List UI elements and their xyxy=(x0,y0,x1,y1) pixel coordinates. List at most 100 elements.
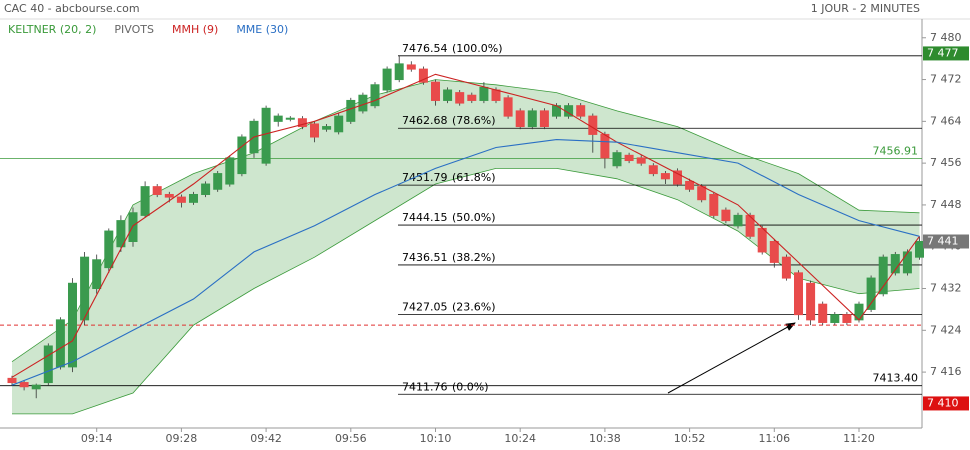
candle-body xyxy=(721,209,731,222)
candle-body xyxy=(394,63,404,81)
candle-body xyxy=(503,97,513,117)
candle-body xyxy=(31,384,41,390)
fib-pct: (23.6%) xyxy=(452,300,496,313)
candle-body xyxy=(370,84,380,107)
candle-body xyxy=(842,314,852,323)
candle-body xyxy=(600,133,610,159)
y-tick-label: 7 416 xyxy=(930,365,962,378)
candle-body xyxy=(68,282,77,368)
candle-body xyxy=(334,115,344,133)
y-tick-label: 7 432 xyxy=(930,282,962,295)
fib-pct: (100.0%) xyxy=(452,42,503,55)
x-tick-label: 09:56 xyxy=(335,432,367,445)
candle-body xyxy=(491,89,501,101)
candle-body xyxy=(588,115,598,135)
candle-body xyxy=(189,193,198,203)
candle-body xyxy=(539,110,549,128)
candle-body xyxy=(19,382,29,388)
y-tick-label: 7 424 xyxy=(930,323,962,336)
candle-body xyxy=(152,186,162,195)
fib-value: 7411.76 xyxy=(402,380,448,393)
candle-body xyxy=(237,136,247,175)
fib-pct: (50.0%) xyxy=(452,211,496,224)
candle-body xyxy=(213,173,223,190)
y-tick-label: 7 472 xyxy=(930,73,962,86)
fib-pct: (61.8%) xyxy=(452,171,496,184)
candle-body xyxy=(709,193,719,216)
candle-body xyxy=(915,241,924,258)
x-tick-label: 10:24 xyxy=(504,432,536,445)
fib-value: 7444.15 xyxy=(402,211,448,224)
fib-pct: (0.0%) xyxy=(452,380,489,393)
indicator-line xyxy=(11,139,920,386)
candle-body xyxy=(866,277,876,310)
candle-body xyxy=(273,115,283,122)
price-tag-label: 7 410 xyxy=(927,396,959,409)
arrow-annotation xyxy=(667,322,796,394)
candle-body xyxy=(818,303,828,323)
level-label: 7413.40 xyxy=(873,372,919,385)
candle-body xyxy=(7,377,17,384)
x-tick-label: 09:28 xyxy=(166,432,198,445)
x-tick-label: 11:20 xyxy=(843,432,875,445)
chart-subtitle: 1 JOUR - 2 MINUTES xyxy=(811,2,920,15)
candle-body xyxy=(80,256,90,321)
level-label: 7456.91 xyxy=(873,144,919,157)
fib-value: 7476.54 xyxy=(402,42,448,55)
candle-body xyxy=(55,319,65,368)
candle-body xyxy=(733,214,743,227)
candle-body xyxy=(346,99,356,122)
price-tag xyxy=(923,396,969,411)
candle-body xyxy=(515,110,525,128)
candle-body xyxy=(104,230,114,269)
candle-body xyxy=(467,94,477,101)
candle-body xyxy=(673,170,682,185)
candle-body xyxy=(310,123,319,138)
candle-body xyxy=(431,81,440,101)
price-tag-label: 7 477 xyxy=(927,46,959,59)
price-tag xyxy=(923,234,969,249)
candle-body xyxy=(43,345,53,384)
candle-body xyxy=(685,180,695,190)
candle-body xyxy=(128,212,138,243)
legend-entry: MME (30) xyxy=(236,23,288,36)
candle-body xyxy=(176,196,186,203)
candle-body xyxy=(660,173,670,180)
candle-body xyxy=(636,157,646,164)
candle-body xyxy=(201,183,211,195)
candle-body xyxy=(443,89,453,101)
candle-body xyxy=(358,94,368,112)
candle-body xyxy=(479,86,489,101)
x-tick-label: 10:52 xyxy=(674,432,706,445)
candle-body xyxy=(576,105,586,117)
x-tick-label: 09:14 xyxy=(81,432,113,445)
candle-body xyxy=(527,110,537,128)
candle-body xyxy=(902,251,912,274)
candle-body xyxy=(418,68,428,83)
candle-body xyxy=(116,220,126,248)
candle-body xyxy=(769,241,779,263)
y-tick-label: 7 480 xyxy=(930,31,962,44)
candle-body xyxy=(225,157,235,185)
price-tag-label: 7 441 xyxy=(927,235,959,248)
candle-body xyxy=(781,256,791,279)
fib-value: 7427.05 xyxy=(402,300,448,313)
candle-body xyxy=(455,92,465,104)
candle-body xyxy=(92,259,102,290)
candle-body xyxy=(794,272,803,316)
x-tick-label: 09:42 xyxy=(250,432,282,445)
candle-body xyxy=(745,214,755,237)
candle-body xyxy=(164,193,174,198)
y-tick-label: 7 456 xyxy=(930,156,962,169)
fib-pct: (38.2%) xyxy=(452,251,496,264)
candle-body xyxy=(830,314,840,323)
candle-body xyxy=(612,152,622,167)
x-tick-label: 10:38 xyxy=(589,432,621,445)
candle-body xyxy=(285,117,295,120)
candle-body xyxy=(697,186,707,201)
price-tag xyxy=(923,46,969,61)
candle-body xyxy=(140,186,150,216)
legend-entry: PIVOTS xyxy=(114,23,154,36)
